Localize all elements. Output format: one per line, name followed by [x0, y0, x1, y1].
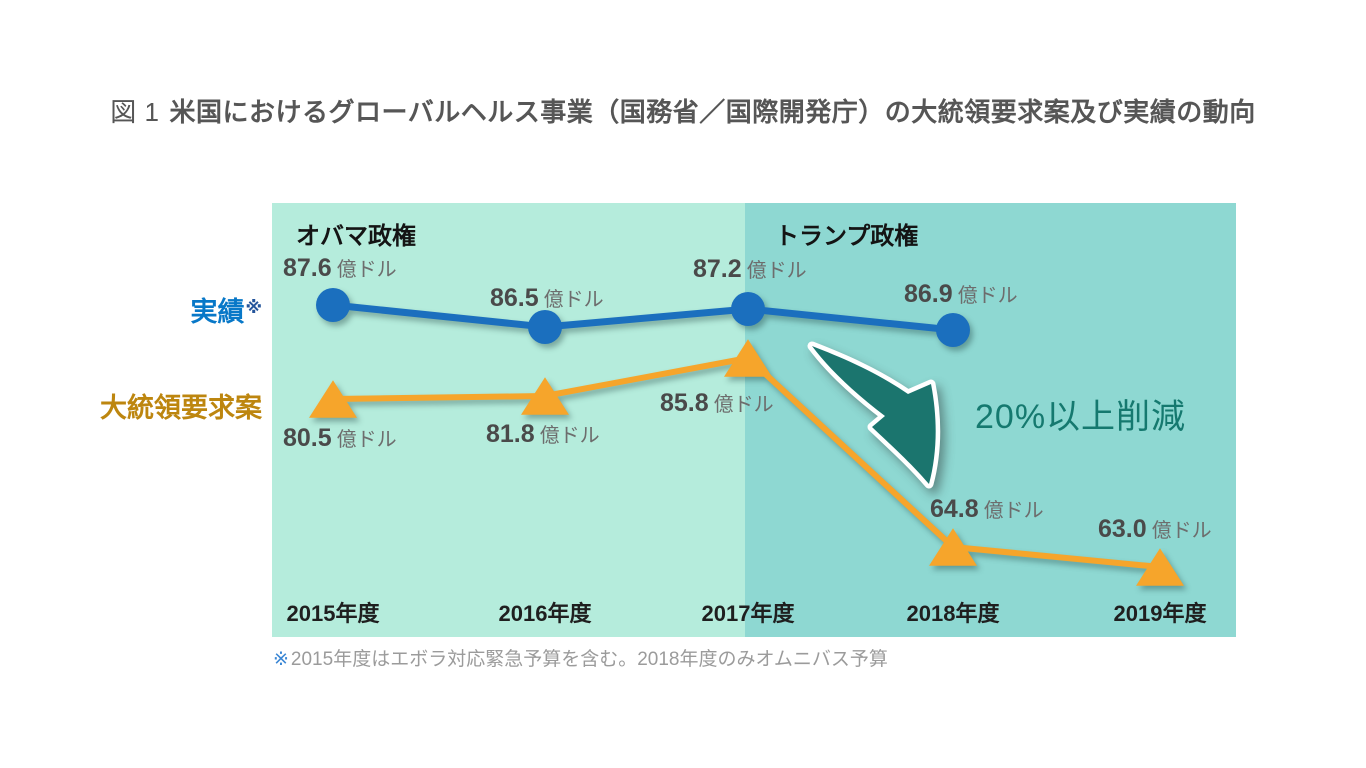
value-unit: 億ドル — [336, 429, 397, 451]
value-unit: 億ドル — [983, 500, 1044, 522]
value-label: 85.8 億ドル — [660, 388, 774, 418]
value-unit: 億ドル — [1151, 520, 1212, 542]
value-label: 63.0 億ドル — [1098, 514, 1212, 544]
footnote-text: 2015年度はエボラ対応緊急予算を含む。2018年度のみオムニバス予算 — [290, 649, 888, 670]
data-point-circle — [936, 313, 970, 347]
value-unit: 億ドル — [543, 289, 604, 311]
legend-actual-label: 実績 — [190, 297, 245, 327]
data-point-circle — [731, 292, 765, 326]
reduction-annotation: 20%以上削減 — [975, 398, 1187, 436]
value-number: 63.0 — [1098, 515, 1147, 543]
chart-footnote: ※ 2015年度はエボラ対応緊急予算を含む。2018年度のみオムニバス予算 — [273, 644, 888, 671]
x-axis-label: 2017年度 — [701, 601, 795, 626]
value-number: 81.8 — [486, 420, 535, 448]
x-axis-label: 2018年度 — [906, 601, 1000, 626]
value-label: 81.8 億ドル — [486, 419, 600, 449]
value-unit: 億ドル — [336, 259, 397, 281]
value-label: 64.8 億ドル — [930, 494, 1044, 524]
chart-area: オバマ政権 トランプ政権 87.6 億ドル 86.5 億ドル 87.2 億ドル 86.9 億ド… — [272, 203, 1236, 637]
x-axis-label: 2015年度 — [286, 601, 380, 626]
obama-era-panel — [272, 203, 745, 637]
value-label: 80.5 億ドル — [283, 423, 397, 453]
value-number: 87.6 — [283, 254, 332, 282]
figure-title-text: 米国におけるグローバルヘルス事業（国務省／国際開発庁）の大統領要求案及び実績の動… — [169, 97, 1256, 127]
value-label: 86.5 億ドル — [490, 283, 604, 313]
footnote-mark: ※ — [273, 649, 289, 670]
value-number: 85.8 — [660, 389, 709, 417]
legend-presidential-request: 大統領要求案 — [100, 393, 262, 423]
data-point-circle — [316, 288, 350, 322]
figure-number: 図 1 — [110, 97, 160, 127]
value-label: 87.2 億ドル — [693, 254, 807, 284]
value-unit: 億ドル — [957, 285, 1018, 307]
reduction-arrow-icon — [807, 341, 941, 489]
data-point-circle — [528, 310, 562, 344]
value-number: 64.8 — [930, 495, 979, 523]
legend-footnote-mark: ※ — [245, 298, 262, 317]
trump-era-label: トランプ政権 — [775, 223, 919, 250]
value-number: 87.2 — [693, 255, 742, 283]
value-unit: 億ドル — [746, 260, 807, 282]
data-point-triangle — [309, 380, 357, 418]
value-number: 86.5 — [490, 284, 539, 312]
data-point-triangle — [724, 339, 772, 377]
x-axis-label: 2016年度 — [498, 601, 592, 626]
series-line-actual — [332, 301, 954, 334]
value-unit: 億ドル — [539, 425, 600, 447]
legend-actual-results: 実績※ — [40, 290, 262, 329]
value-label: 86.9 億ドル — [904, 279, 1018, 309]
value-unit: 億ドル — [713, 394, 774, 416]
data-point-triangle — [521, 377, 569, 415]
data-point-triangle — [1136, 548, 1184, 586]
figure-title: 図 1 米国におけるグローバルヘルス事業（国務省／国際開発庁）の大統領要求案及び実… — [0, 92, 1366, 129]
obama-era-label: オバマ政権 — [296, 223, 416, 250]
x-axis-label: 2019年度 — [1113, 601, 1207, 626]
line-chart-svg — [309, 288, 1184, 586]
value-number: 86.9 — [904, 280, 953, 308]
data-point-triangle — [929, 528, 977, 566]
value-number: 80.5 — [283, 424, 332, 452]
value-label: 87.6 億ドル — [283, 253, 397, 283]
